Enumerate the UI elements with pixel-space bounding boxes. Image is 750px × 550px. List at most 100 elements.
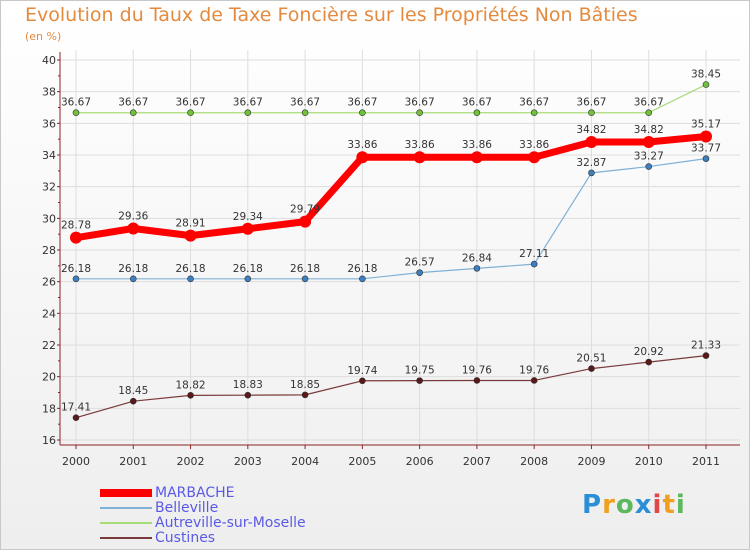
grid (60, 50, 740, 445)
legend-swatch (100, 522, 152, 524)
legend-label: MARBACHE (155, 485, 235, 501)
data-point (359, 109, 366, 117)
data-point (129, 397, 137, 405)
data-point (244, 275, 252, 283)
data-label: 29.34 (233, 211, 263, 223)
data-label: 36.67 (290, 97, 320, 109)
data-label: 19.76 (519, 364, 549, 376)
data-point (299, 215, 312, 228)
legend-label: Autreville-sur-Moselle (155, 515, 306, 531)
proxiti-logo: Proxiti (582, 490, 686, 520)
data-label: 19.75 (405, 365, 435, 377)
legend-item: Belleville (100, 500, 400, 516)
y-tick-label: 34 (42, 149, 56, 162)
data-label: 18.82 (176, 379, 206, 391)
series-custines (72, 352, 710, 421)
data-point (241, 222, 254, 235)
data-label: 36.67 (462, 97, 492, 109)
x-tick-label: 2004 (291, 455, 319, 468)
axes: 16 18 20 22 24 26 28 30 32 34 36 38 40 2000 2001 2002 20… (42, 52, 740, 468)
data-point (528, 151, 541, 164)
data-point (588, 169, 595, 177)
y-tick-label: 38 (42, 86, 56, 99)
y-tick-label: 24 (42, 307, 56, 320)
data-label: 36.67 (576, 97, 606, 109)
data-point (187, 109, 194, 117)
x-tick-label: 2009 (577, 455, 605, 468)
data-label: 38.45 (691, 69, 721, 81)
data-point (416, 377, 423, 384)
legend-swatch (100, 489, 152, 497)
legend-swatch (100, 537, 152, 539)
data-point (359, 377, 366, 385)
data-label: 33.86 (347, 139, 377, 151)
data-point (530, 109, 538, 117)
data-label: 20.51 (576, 353, 606, 365)
y-tick-label: 32 (42, 181, 56, 194)
data-label: 36.67 (118, 97, 148, 109)
data-point (301, 275, 309, 283)
data-label: 26.18 (233, 263, 263, 275)
data-label: 36.67 (347, 97, 377, 109)
data-label: 28.91 (176, 218, 206, 230)
data-label: 28.78 (61, 220, 91, 232)
x-tick-label: 2006 (406, 455, 434, 468)
data-point (645, 163, 653, 170)
data-point (72, 275, 80, 283)
data-point (301, 391, 309, 399)
data-point (702, 81, 710, 88)
data-point (645, 109, 653, 117)
data-label: 35.17 (691, 118, 721, 130)
data-point (645, 358, 653, 366)
data-point (700, 130, 712, 143)
data-labels: 26.18 26.18 26.18 26.18 26.18 26.18 26.57 26.84… (61, 69, 721, 414)
data-point (187, 275, 194, 283)
legend-label: Custines (155, 530, 216, 546)
data-point (416, 269, 423, 276)
data-point (530, 260, 538, 268)
series-belleville (72, 155, 710, 283)
data-label: 26.18 (176, 263, 206, 275)
y-tick-label: 26 (42, 276, 56, 289)
legend-label: Belleville (155, 500, 219, 516)
data-point (530, 377, 538, 384)
legend: MARBACHE Belleville Autreville-sur-Moselle… (100, 485, 400, 546)
data-label: 33.86 (405, 139, 435, 151)
data-label: 26.84 (462, 252, 492, 264)
data-point (702, 155, 710, 162)
y-tick-label: 30 (42, 212, 56, 225)
data-point (473, 109, 481, 117)
data-point (473, 377, 481, 384)
data-point (187, 392, 194, 399)
data-point (588, 365, 595, 372)
data-label: 34.82 (576, 124, 606, 136)
data-point (129, 109, 137, 117)
data-label: 33.27 (634, 151, 664, 163)
x-tick-label: 2011 (692, 455, 720, 468)
data-point (470, 151, 483, 164)
y-tick-label: 18 (42, 402, 56, 415)
data-label: 26.18 (118, 263, 148, 275)
data-point (129, 275, 137, 283)
data-label: 20.92 (634, 346, 664, 358)
x-tick-label: 2003 (234, 455, 262, 468)
y-tick-label: 36 (42, 117, 56, 130)
data-point (127, 222, 140, 235)
data-point (184, 229, 197, 242)
data-point (244, 391, 252, 399)
unit-label: (en %) (25, 30, 62, 43)
series-line (72, 132, 710, 242)
data-point (356, 151, 369, 164)
data-label: 27.11 (519, 248, 549, 260)
data-label: 32.87 (576, 157, 606, 169)
data-label: 33.86 (462, 139, 492, 151)
data-point (588, 109, 595, 117)
data-label: 21.33 (691, 340, 721, 352)
y-tick-label: 20 (42, 371, 56, 384)
data-label: 33.77 (691, 143, 721, 155)
data-label: 26.18 (347, 263, 377, 275)
data-point (359, 275, 366, 283)
data-point (70, 231, 82, 244)
data-label: 18.83 (233, 379, 263, 391)
data-point (72, 414, 80, 421)
